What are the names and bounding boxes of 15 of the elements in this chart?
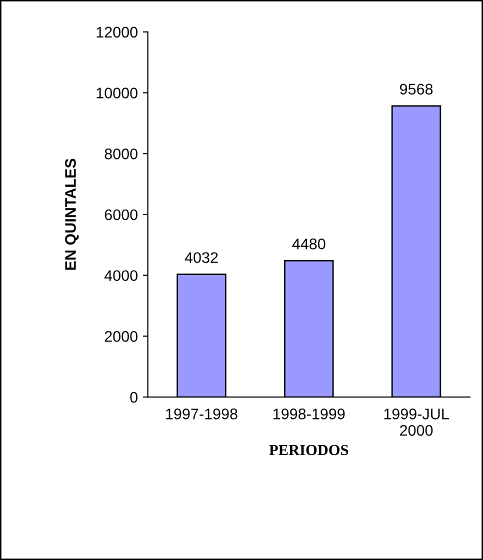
y-tick-label: 6000 — [104, 209, 138, 220]
x-axis-title: PERIODOS — [269, 444, 348, 456]
y-tick-label: 2000 — [104, 331, 138, 342]
y-tick-label: 4000 — [104, 270, 138, 282]
x-tick-label: 1998-1999 — [274, 408, 345, 420]
y-tick-label: 8000 — [104, 148, 138, 160]
x-tick-label: 1997-1998 — [166, 408, 238, 420]
x-tick-label: 1999-JUL 2000 — [384, 408, 449, 436]
data-label: 9568 — [400, 84, 433, 95]
y-axis-title: EN QUINTALES — [65, 158, 79, 270]
y-tick-label: 10000 — [96, 88, 138, 98]
data-label: 4032 — [184, 252, 218, 264]
y-tick-label: 0 — [130, 392, 138, 403]
y-tick-label: 12000 — [96, 26, 138, 38]
data-label: 4480 — [292, 238, 326, 250]
